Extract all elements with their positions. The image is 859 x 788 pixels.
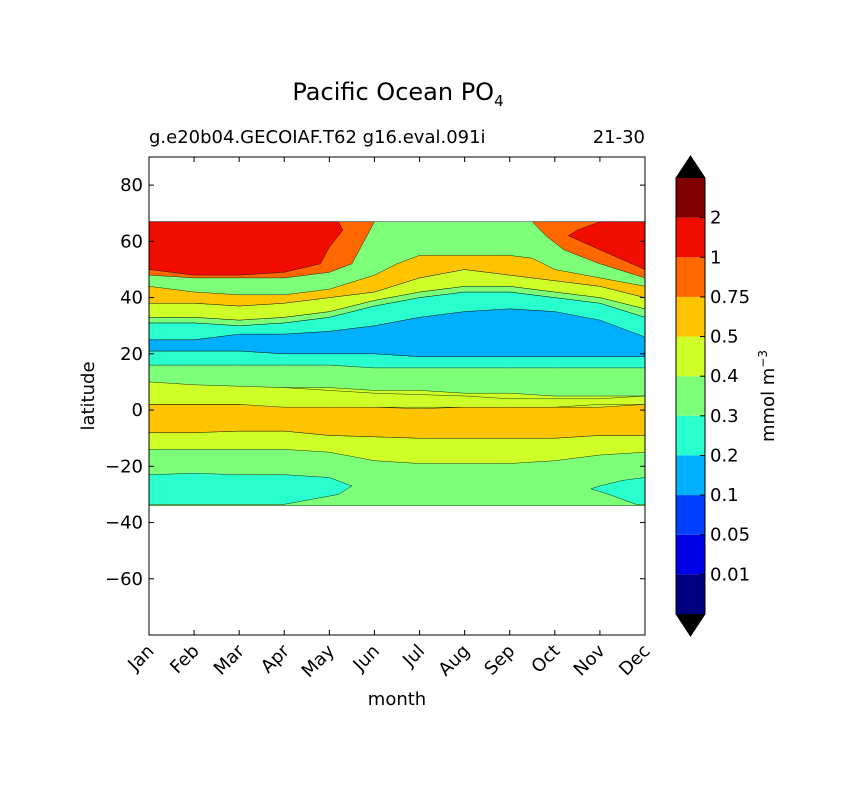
band-0.2-0.3-south — [149, 473, 353, 505]
y-tick-label: 20 — [120, 344, 143, 365]
colorbar-tick-label: 0.1 — [710, 485, 739, 506]
band-0.4-0.5-north-trop — [149, 381, 645, 408]
colorbar-tick-label: 2 — [710, 208, 721, 229]
x-tick-label: Jun — [349, 641, 384, 676]
colorbar-tick-label: 0.01 — [710, 564, 750, 585]
colorbar-tick-label: 0.5 — [710, 327, 739, 348]
colorbar-tick-label: 0.3 — [710, 406, 739, 427]
colorbar-tick-label: 1 — [710, 247, 721, 268]
y-tick-label: 80 — [120, 175, 143, 196]
colorbar-segment — [676, 415, 705, 456]
colorbar-segment — [676, 336, 705, 377]
y-tick-label: −20 — [105, 456, 143, 477]
colorbar-tick-label: 0.75 — [710, 287, 750, 308]
colorbar-segment — [676, 178, 705, 218]
colorbar-segment — [676, 495, 705, 535]
band-0.5-0.75-north — [149, 255, 645, 307]
y-tick-label: 60 — [120, 231, 143, 252]
colorbar: 0.01 0.05 0.1 0.2 0.3 0.4 0.5 0.75 1 2 — [675, 155, 750, 637]
colorbar-tick-label: 0.4 — [710, 366, 739, 387]
plot-frame — [148, 156, 646, 636]
colorbar-segment — [676, 296, 705, 337]
colorbar-segment — [676, 217, 705, 258]
colorbar-over-arrow — [676, 156, 705, 178]
chart-title-main: Pacific Ocean PO — [292, 78, 494, 106]
colorbar-label-main: mmol m — [758, 368, 779, 442]
chart-title: Pacific Ocean PO4 — [292, 78, 503, 110]
y-tick-label: 0 — [132, 400, 143, 421]
contour-layer — [149, 221, 645, 506]
x-tick-label: Oct — [527, 641, 564, 678]
x-tick-label: Jul — [398, 641, 429, 672]
colorbar-under-arrow — [676, 614, 705, 636]
band-1-2-north-east — [567, 221, 645, 270]
y-axis: 80 60 40 20 0 −20 −40 −60 — [105, 175, 645, 590]
colorbar-outline — [675, 155, 706, 637]
x-tick-label: Sep — [480, 641, 519, 680]
x-tick-label: Aug — [434, 641, 474, 681]
x-tick-label: Jan — [123, 641, 158, 676]
colorbar-segment — [676, 257, 705, 297]
y-tick-label: −40 — [105, 513, 143, 534]
chart-subtitle-right: 21-30 — [593, 127, 645, 148]
chart-subtitle-left: g.e20b04.GECOIAF.T62 g16.eval.091i — [149, 127, 486, 148]
x-tick-label: Mar — [210, 640, 249, 679]
y-tick-label: −60 — [105, 569, 143, 590]
y-tick-label: 40 — [120, 288, 143, 309]
colorbar-segment — [676, 574, 705, 614]
x-tick-label: Apr — [257, 640, 294, 677]
x-tick-label: Nov — [570, 640, 610, 680]
colorbar-segment — [676, 376, 705, 416]
x-tick-label: May — [298, 640, 339, 681]
y-axis-label: latitude — [78, 361, 99, 430]
x-tick-label: Dec — [615, 641, 654, 680]
colorbar-label-superscript: −3 — [756, 350, 770, 368]
chart-title-subscript: 4 — [494, 92, 504, 110]
x-axis-label: month — [368, 689, 426, 710]
colorbar-label: mmol m−3 — [756, 350, 779, 442]
band-0.2-0.3-south-east — [590, 477, 645, 505]
colorbar-tick-label: 0.2 — [710, 445, 739, 466]
colorbar-tick-label: 0.05 — [710, 525, 750, 546]
colorbar-segment — [676, 534, 705, 575]
band-1-2-north — [149, 221, 344, 276]
x-tick-label: Feb — [166, 641, 203, 678]
colorbar-segment — [676, 455, 705, 496]
